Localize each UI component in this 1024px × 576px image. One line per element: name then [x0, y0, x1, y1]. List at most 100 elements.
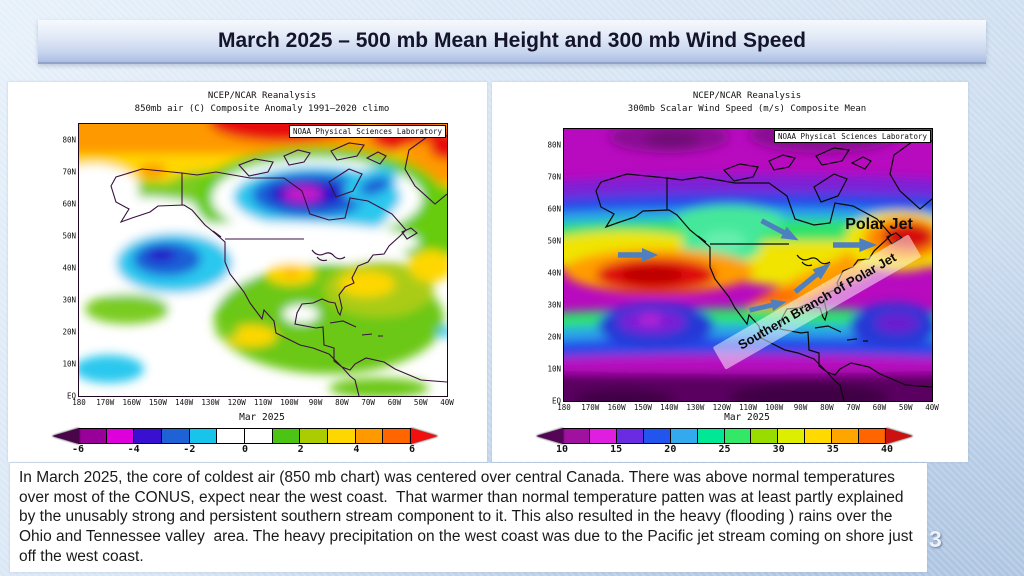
lon-tick-label: 120W [227, 398, 246, 407]
right-map-title-line1: NCEP/NCAR Reanalysis [692, 91, 802, 101]
lat-tick-label: 20N [547, 332, 561, 342]
lon-tick-label: 160W [122, 398, 141, 407]
lon-tick-label: 50W [413, 398, 428, 407]
right-map-title-line2: 300mb Scalar Wind Speed (m/s) Composite … [627, 104, 867, 114]
colorbar-segment [162, 429, 190, 443]
colorbar-segment [328, 429, 356, 443]
colorbar-tick-label: -2 [183, 444, 196, 455]
colorbar-segment [724, 429, 752, 443]
colorbar-segment [355, 429, 384, 443]
colorbar-segment [217, 429, 246, 443]
lat-tick-label: 60N [62, 199, 76, 209]
colorbar-segment [563, 429, 590, 443]
lat-tick-label: 10N [62, 359, 76, 369]
lon-tick-label: 60W [872, 403, 887, 412]
colorbar-segment [134, 429, 163, 443]
colorbar-tick-label: 0 [241, 444, 249, 455]
lat-tick-label: 30N [62, 295, 76, 305]
lon-tick-label: 130W [686, 403, 705, 412]
colorbar-segment [859, 429, 887, 443]
lat-tick-label: 80N [62, 135, 76, 145]
colorbar-segment [670, 429, 698, 443]
colorbar-segment [589, 429, 617, 443]
colorbar-tick-label: 10 [555, 444, 569, 455]
lon-tick-label: 130W [201, 398, 220, 407]
colorbar-segment [300, 429, 329, 443]
slide-title-banner: March 2025 – 500 mb Mean Height and 300 … [38, 20, 986, 64]
page-number: 3 [929, 526, 942, 552]
left-map-title-line1: NCEP/NCAR Reanalysis [207, 91, 317, 101]
lat-tick-label: 70N [547, 172, 561, 182]
colorbar-tick-label: 35 [826, 444, 839, 455]
colorbar-tick-label: -6 [71, 444, 85, 455]
lat-tick-label: EQ [66, 391, 76, 401]
left-noaa-credit-label: NOAA Physical Sciences Laboratory [288, 125, 446, 138]
colorbar-tick-label: 2 [297, 444, 304, 455]
left-period-label: Mar 2025 [239, 412, 285, 423]
colorbar-segment [106, 429, 135, 443]
jet-arrow-icon [758, 215, 801, 246]
colorbar-segment [383, 429, 412, 443]
lon-tick-label: 170W [581, 403, 600, 412]
lon-tick-label: 180 [72, 398, 86, 407]
lon-tick-label: 100W [280, 398, 299, 407]
left-colorbar: -6 -4 -2 0 2 4 6 [52, 428, 438, 460]
colorbar-segment [643, 429, 671, 443]
lon-tick-label: 140W [175, 398, 194, 407]
colorbar-tick-label: -4 [127, 444, 140, 455]
jet-arrow-icon [833, 238, 877, 252]
colorbar-segment [272, 429, 301, 443]
right-period-label: Mar 2025 [724, 412, 770, 423]
lat-tick-label: 60N [547, 204, 561, 214]
colorbar-tick-label: 40 [880, 444, 894, 455]
colorbar-segment [245, 429, 273, 443]
lon-tick-label: 180 [557, 403, 571, 412]
polar-jet-label: Polar Jet [845, 216, 913, 233]
colorbar-segment [616, 429, 644, 443]
lon-tick-label: 150W [633, 403, 652, 412]
colorbar-segment [79, 429, 107, 443]
lon-tick-label: 90W [793, 403, 808, 412]
lat-tick-label: EQ [551, 396, 561, 406]
colorbar-segment [751, 429, 779, 443]
lat-tick-label: 10N [547, 364, 561, 374]
colorbar-segment [189, 429, 218, 443]
lon-tick-label: 100W [765, 403, 784, 412]
colorbar-arrow-left-icon [52, 428, 79, 444]
lon-tick-label: 160W [607, 403, 626, 412]
lat-tick-label: 40N [62, 263, 76, 273]
right-map-plot: NOAA Physical Sciences Laboratory Polar … [547, 128, 939, 412]
colorbar-tick-label: 4 [353, 444, 360, 455]
left-map-image [79, 124, 447, 396]
colorbar-tick-label: 30 [772, 444, 785, 455]
colorbar-segment [778, 429, 806, 443]
caption-box: In March 2025, the core of coldest air (… [10, 463, 927, 572]
right-map-image [564, 129, 932, 401]
lat-tick-label: 80N [547, 140, 561, 150]
lon-tick-label: 40W [925, 403, 939, 412]
colorbar-segment [697, 429, 725, 443]
lon-tick-label: 110W [738, 403, 758, 412]
colorbar-tick-label: 20 [664, 444, 677, 455]
left-map-plot: NOAA Physical Sciences Laboratory 80N 70N… [62, 123, 454, 407]
slide-title: March 2025 – 500 mb Mean Height and 300 … [218, 29, 806, 52]
lon-tick-label: 60W [387, 398, 402, 407]
lat-tick-label: 40N [547, 268, 561, 278]
southern-branch-label: Southern Branch of Polar Jet [735, 249, 899, 353]
colorbar-arrow-left-icon [536, 428, 563, 444]
lon-tick-label: 170W [96, 398, 115, 407]
right-map-panel: NCEP/NCAR Reanalysis 300mb Scalar Wind S… [492, 82, 968, 462]
colorbar-arrow-right-icon [411, 428, 438, 444]
left-map-title-line2: 850mb air (C) Composite Anomaly 1991–202… [134, 104, 390, 114]
left-map-title: NCEP/NCAR Reanalysis 850mb air (C) Compo… [78, 90, 446, 116]
lon-tick-label: 80W [335, 398, 349, 407]
right-map-title: NCEP/NCAR Reanalysis 300mb Scalar Wind S… [563, 90, 931, 116]
lat-tick-label: 70N [62, 167, 76, 177]
lon-tick-label: 70W [361, 398, 375, 407]
right-noaa-credit-label: NOAA Physical Sciences Laboratory [773, 130, 931, 143]
lat-tick-label: 50N [62, 231, 76, 241]
lon-tick-label: 140W [660, 403, 679, 412]
colorbar-tick-label: 25 [718, 444, 731, 455]
lon-tick-label: 40W [440, 398, 454, 407]
